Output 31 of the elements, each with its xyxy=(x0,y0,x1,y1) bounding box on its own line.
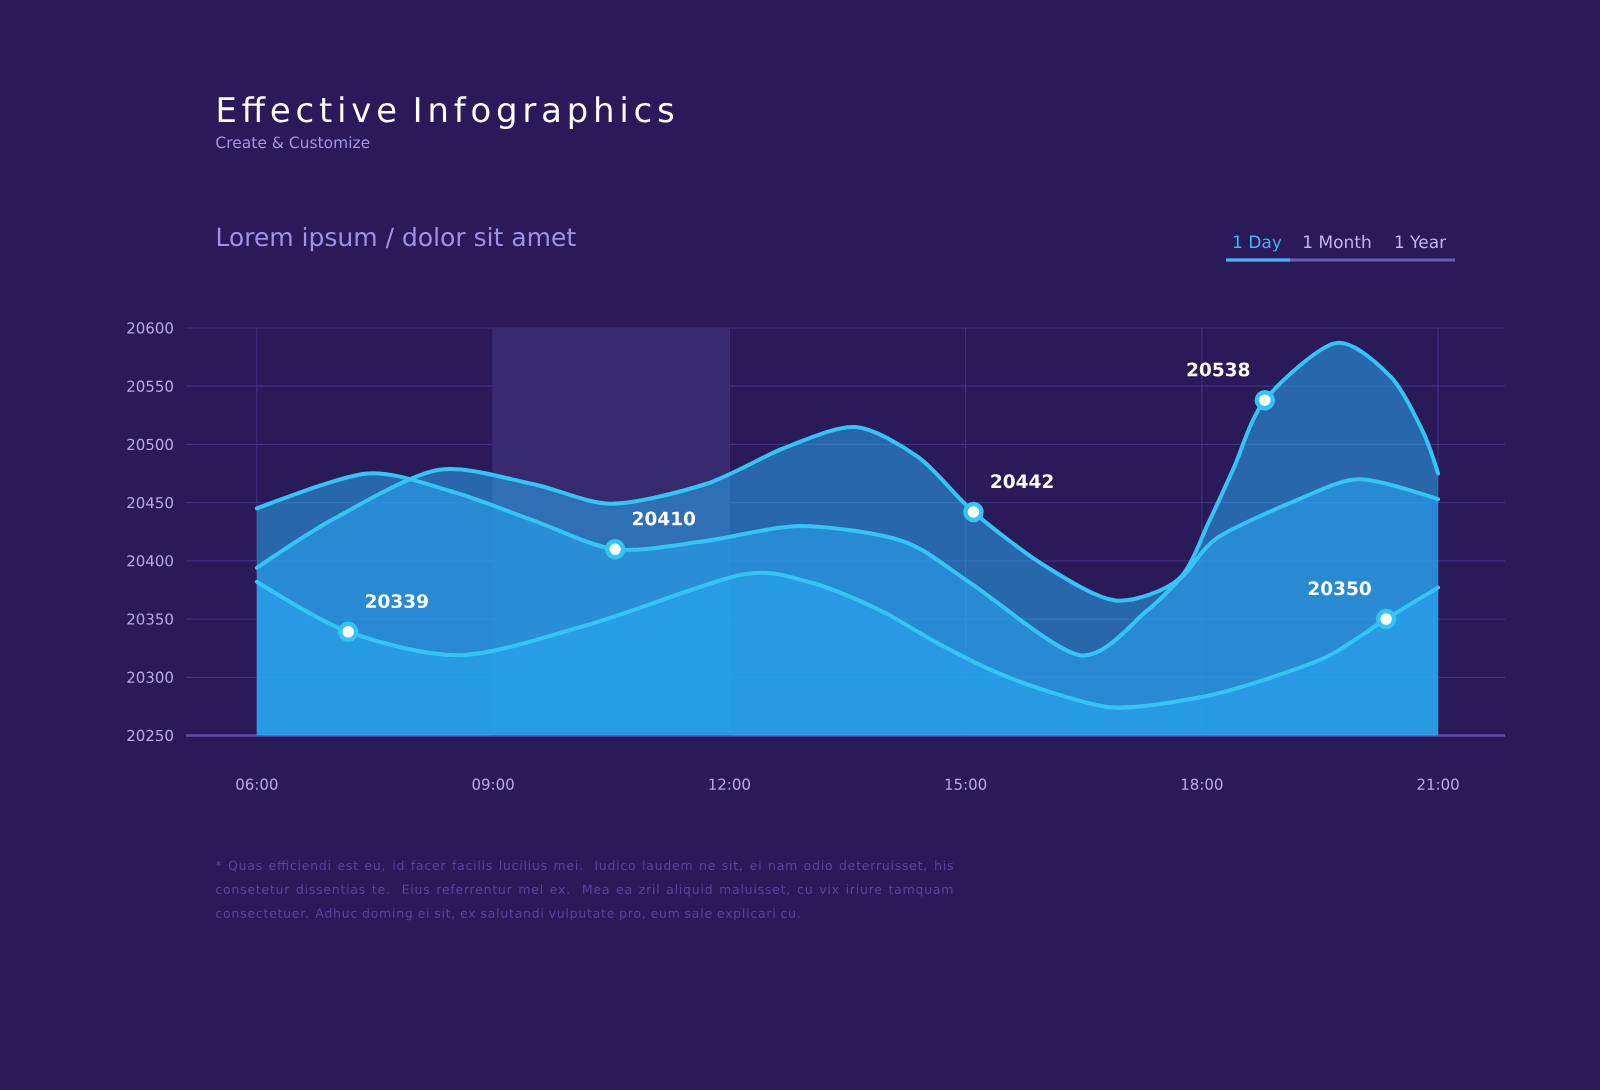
data-label: 20350 xyxy=(1308,581,1371,596)
data-label: 20538 xyxy=(1187,362,1250,377)
y-tick-label: 20450 xyxy=(127,496,173,509)
text: * Quas efficiendi est eu, id facer facilis lucilius mei. Iudico laudem ne sit, ei nam odio deterruisset, his consetetur dissentias te. Eius referrentur mel ex. Mea ea zril aliquid maluisset, cu vix iriure tamquam consectetuer. Adhuc doming ei sit, ex salutandi vulputate pro, eum sale explicari cu. xyxy=(215,860,953,921)
point xyxy=(1375,608,1397,630)
text: Lorem ipsum / dolor sit amet xyxy=(217,226,576,252)
x-tick-label: 15:00 xyxy=(945,778,987,790)
chart-subtitle: Create & Customize xyxy=(216,136,370,149)
x-tick-label: 18:00 xyxy=(1181,778,1223,790)
data-label: 20410 xyxy=(633,511,696,526)
y-tick-label: 20500 xyxy=(127,438,173,451)
point xyxy=(604,538,626,560)
y-tick-label: 20550 xyxy=(127,380,173,392)
text: 1 Day xyxy=(1234,235,1282,252)
y-tick-label: 20350 xyxy=(127,613,173,625)
data-label: 20442 xyxy=(991,474,1053,489)
y-tick-label: 20250 xyxy=(127,729,173,742)
x-tick-label: 09:00 xyxy=(472,778,514,790)
text: 1 Year xyxy=(1395,235,1447,249)
point xyxy=(337,621,359,643)
point xyxy=(963,501,984,523)
chart-title: Effective Infographics xyxy=(218,96,674,130)
point xyxy=(1254,389,1276,411)
y-tick-label: 20600 xyxy=(127,322,173,334)
text: 1 Month xyxy=(1304,235,1371,249)
x-tick-label: 21:00 xyxy=(1417,778,1459,790)
x-tick-label: 06:00 xyxy=(236,778,278,790)
y-tick-label: 20300 xyxy=(127,671,173,683)
data-label: 20339 xyxy=(366,594,428,609)
y-tick-label: 20400 xyxy=(127,555,173,567)
x-tick-label: 12:00 xyxy=(709,778,750,790)
